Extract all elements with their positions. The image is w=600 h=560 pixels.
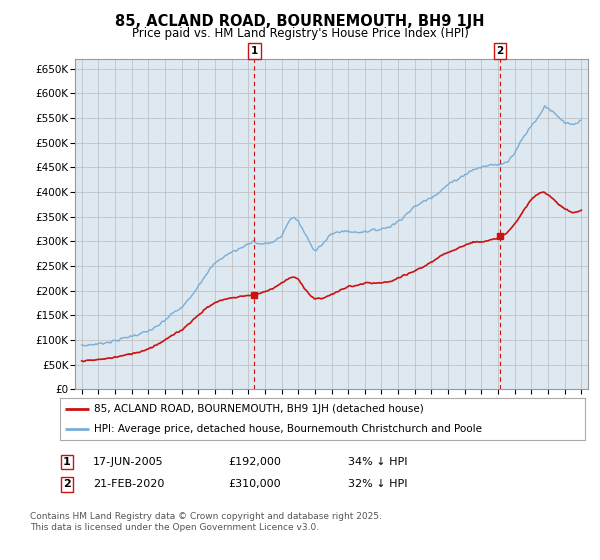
Text: 1: 1	[251, 46, 258, 56]
Text: Contains HM Land Registry data © Crown copyright and database right 2025.
This d: Contains HM Land Registry data © Crown c…	[30, 512, 382, 532]
Text: £310,000: £310,000	[228, 479, 281, 489]
Text: HPI: Average price, detached house, Bournemouth Christchurch and Poole: HPI: Average price, detached house, Bour…	[94, 424, 482, 434]
Text: £192,000: £192,000	[228, 457, 281, 467]
Text: 85, ACLAND ROAD, BOURNEMOUTH, BH9 1JH: 85, ACLAND ROAD, BOURNEMOUTH, BH9 1JH	[115, 14, 485, 29]
Text: 17-JUN-2005: 17-JUN-2005	[93, 457, 164, 467]
Text: 2: 2	[496, 46, 503, 56]
Text: 2: 2	[63, 479, 71, 489]
Text: 85, ACLAND ROAD, BOURNEMOUTH, BH9 1JH (detached house): 85, ACLAND ROAD, BOURNEMOUTH, BH9 1JH (d…	[94, 404, 424, 414]
Text: Price paid vs. HM Land Registry's House Price Index (HPI): Price paid vs. HM Land Registry's House …	[131, 27, 469, 40]
Text: 21-FEB-2020: 21-FEB-2020	[93, 479, 164, 489]
Text: 32% ↓ HPI: 32% ↓ HPI	[348, 479, 407, 489]
Text: 34% ↓ HPI: 34% ↓ HPI	[348, 457, 407, 467]
Text: 1: 1	[63, 457, 71, 467]
